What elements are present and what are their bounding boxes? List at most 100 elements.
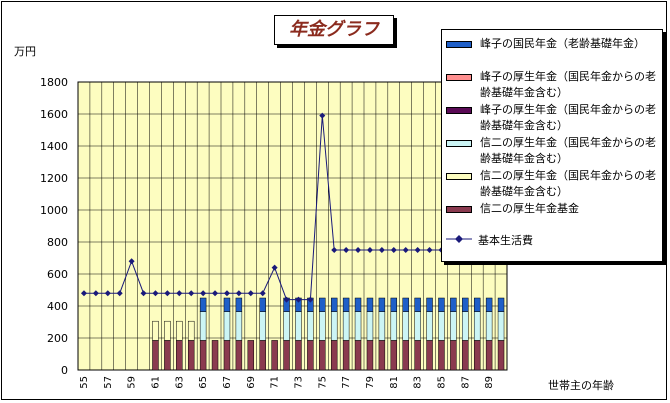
bar-segment (330, 311, 338, 341)
line-point (283, 296, 290, 303)
x-tick-label: 81 (389, 376, 400, 389)
y-tick-label: 1200 (40, 172, 68, 185)
legend-item-mineko-welfare-pension-1: 峰子の厚生年金（国民年金からの老齢基礎年金含む） (446, 69, 660, 101)
x-tick-label: 59 (127, 376, 138, 389)
bar-segment (176, 320, 183, 341)
bar-segment (402, 297, 409, 312)
line-point (80, 290, 87, 297)
line-point (92, 290, 99, 297)
line-point (104, 290, 111, 297)
bar-segment (342, 311, 350, 341)
bar-segment (187, 320, 195, 341)
y-tick-label: 600 (47, 268, 68, 281)
bar-segment (497, 340, 505, 371)
x-tick-label: 57 (103, 376, 114, 389)
line-point (200, 290, 207, 297)
x-tick-label: 69 (246, 376, 257, 389)
bar-segment (497, 297, 505, 312)
bar-segment (462, 311, 469, 341)
bar-segment (485, 311, 493, 341)
bar-segment (342, 340, 350, 371)
bar-segment (259, 340, 266, 371)
legend-label: 峰子の厚生年金（国民年金からの老齢基礎年金含む） (480, 103, 656, 132)
bar-segment (354, 297, 362, 312)
x-tick-label: 55 (79, 376, 90, 389)
chart-title: 年金グラフ (274, 15, 394, 45)
y-tick-label: 1400 (40, 140, 68, 153)
x-tick-label: 73 (293, 376, 304, 389)
bar-segment (259, 297, 266, 312)
bar-segment (211, 340, 219, 371)
line-point (295, 296, 302, 303)
bar-segment (307, 340, 314, 371)
diamond-marker-icon (446, 235, 472, 243)
bar-segment (414, 297, 421, 312)
bar-segment (390, 311, 398, 341)
y-tick-label: 0 (61, 364, 68, 377)
x-tick-label: 87 (460, 376, 471, 389)
legend-label: 峰子の国民年金（老齢基礎年金） (480, 37, 645, 50)
x-tick-label: 75 (317, 376, 328, 389)
bar-segment (235, 297, 243, 312)
bar-segment (462, 340, 469, 371)
bar-segment (223, 311, 231, 341)
line-point (176, 290, 183, 297)
line-point (247, 290, 254, 297)
line-point (355, 247, 362, 253)
line-point (223, 290, 230, 297)
bar-segment (199, 340, 207, 371)
bar-segment (259, 311, 266, 341)
y-tick-label: 800 (47, 236, 68, 249)
bar-segment (223, 340, 231, 371)
legend-swatch (446, 173, 472, 180)
legend-swatch (446, 74, 472, 81)
legend-item-basic-living-cost: 基本生活費 (446, 233, 658, 249)
line-point (116, 290, 123, 297)
bar-segment (283, 311, 290, 341)
bar-segment (485, 340, 493, 371)
line-point (366, 247, 373, 253)
bar-segment (354, 311, 362, 341)
bar-segment (378, 297, 386, 312)
bar-segment (283, 340, 290, 371)
legend-line-marker (446, 233, 472, 245)
legend-item-mineko-welfare-pension-2: 峰子の厚生年金（国民年金からの老齢基礎年金含む） (446, 102, 660, 134)
bar-segment (307, 311, 314, 341)
legend-item-shinji-pension-fund: 信二の厚生年金基金 (446, 201, 660, 217)
x-tick-label: 79 (365, 376, 376, 389)
legend-swatch (446, 41, 472, 48)
line-point (259, 290, 266, 297)
legend-label: 信二の厚生年金基金 (480, 202, 579, 215)
y-tick-label: 1800 (40, 76, 68, 89)
line-point (128, 258, 135, 265)
line-point (426, 247, 433, 253)
bar-segment (366, 311, 374, 341)
bar-segment (164, 320, 171, 341)
bar-segment (473, 297, 481, 312)
line-point (319, 112, 326, 119)
y-tick-label: 1000 (40, 204, 68, 217)
legend-swatch (446, 206, 472, 213)
bar-segment (235, 340, 243, 371)
bar-segment (378, 340, 386, 371)
line-point (164, 290, 171, 297)
bar-segment (497, 311, 505, 341)
line-point (307, 296, 314, 303)
line-point (188, 290, 195, 297)
line-point (414, 247, 421, 253)
legend-item-shinji-welfare-pension-1: 信二の厚生年金（国民年金からの老齢基礎年金含む） (446, 135, 660, 167)
bar-segment (450, 297, 457, 312)
bar-segment (295, 311, 302, 341)
line-point (390, 247, 397, 253)
bar-segment (176, 340, 183, 371)
bar-segment (438, 297, 445, 312)
bar-segment (473, 311, 481, 341)
bar-segment (426, 311, 433, 341)
x-tick-label: 71 (270, 376, 281, 389)
legend-label: 信二の厚生年金（国民年金からの老齢基礎年金含む） (480, 169, 656, 198)
bar-segment (187, 340, 195, 371)
y-tick-label: 400 (47, 300, 68, 313)
legend-item-mineko-national-pension: 峰子の国民年金（老齢基礎年金） (446, 36, 660, 52)
x-tick-label: 85 (436, 376, 447, 389)
